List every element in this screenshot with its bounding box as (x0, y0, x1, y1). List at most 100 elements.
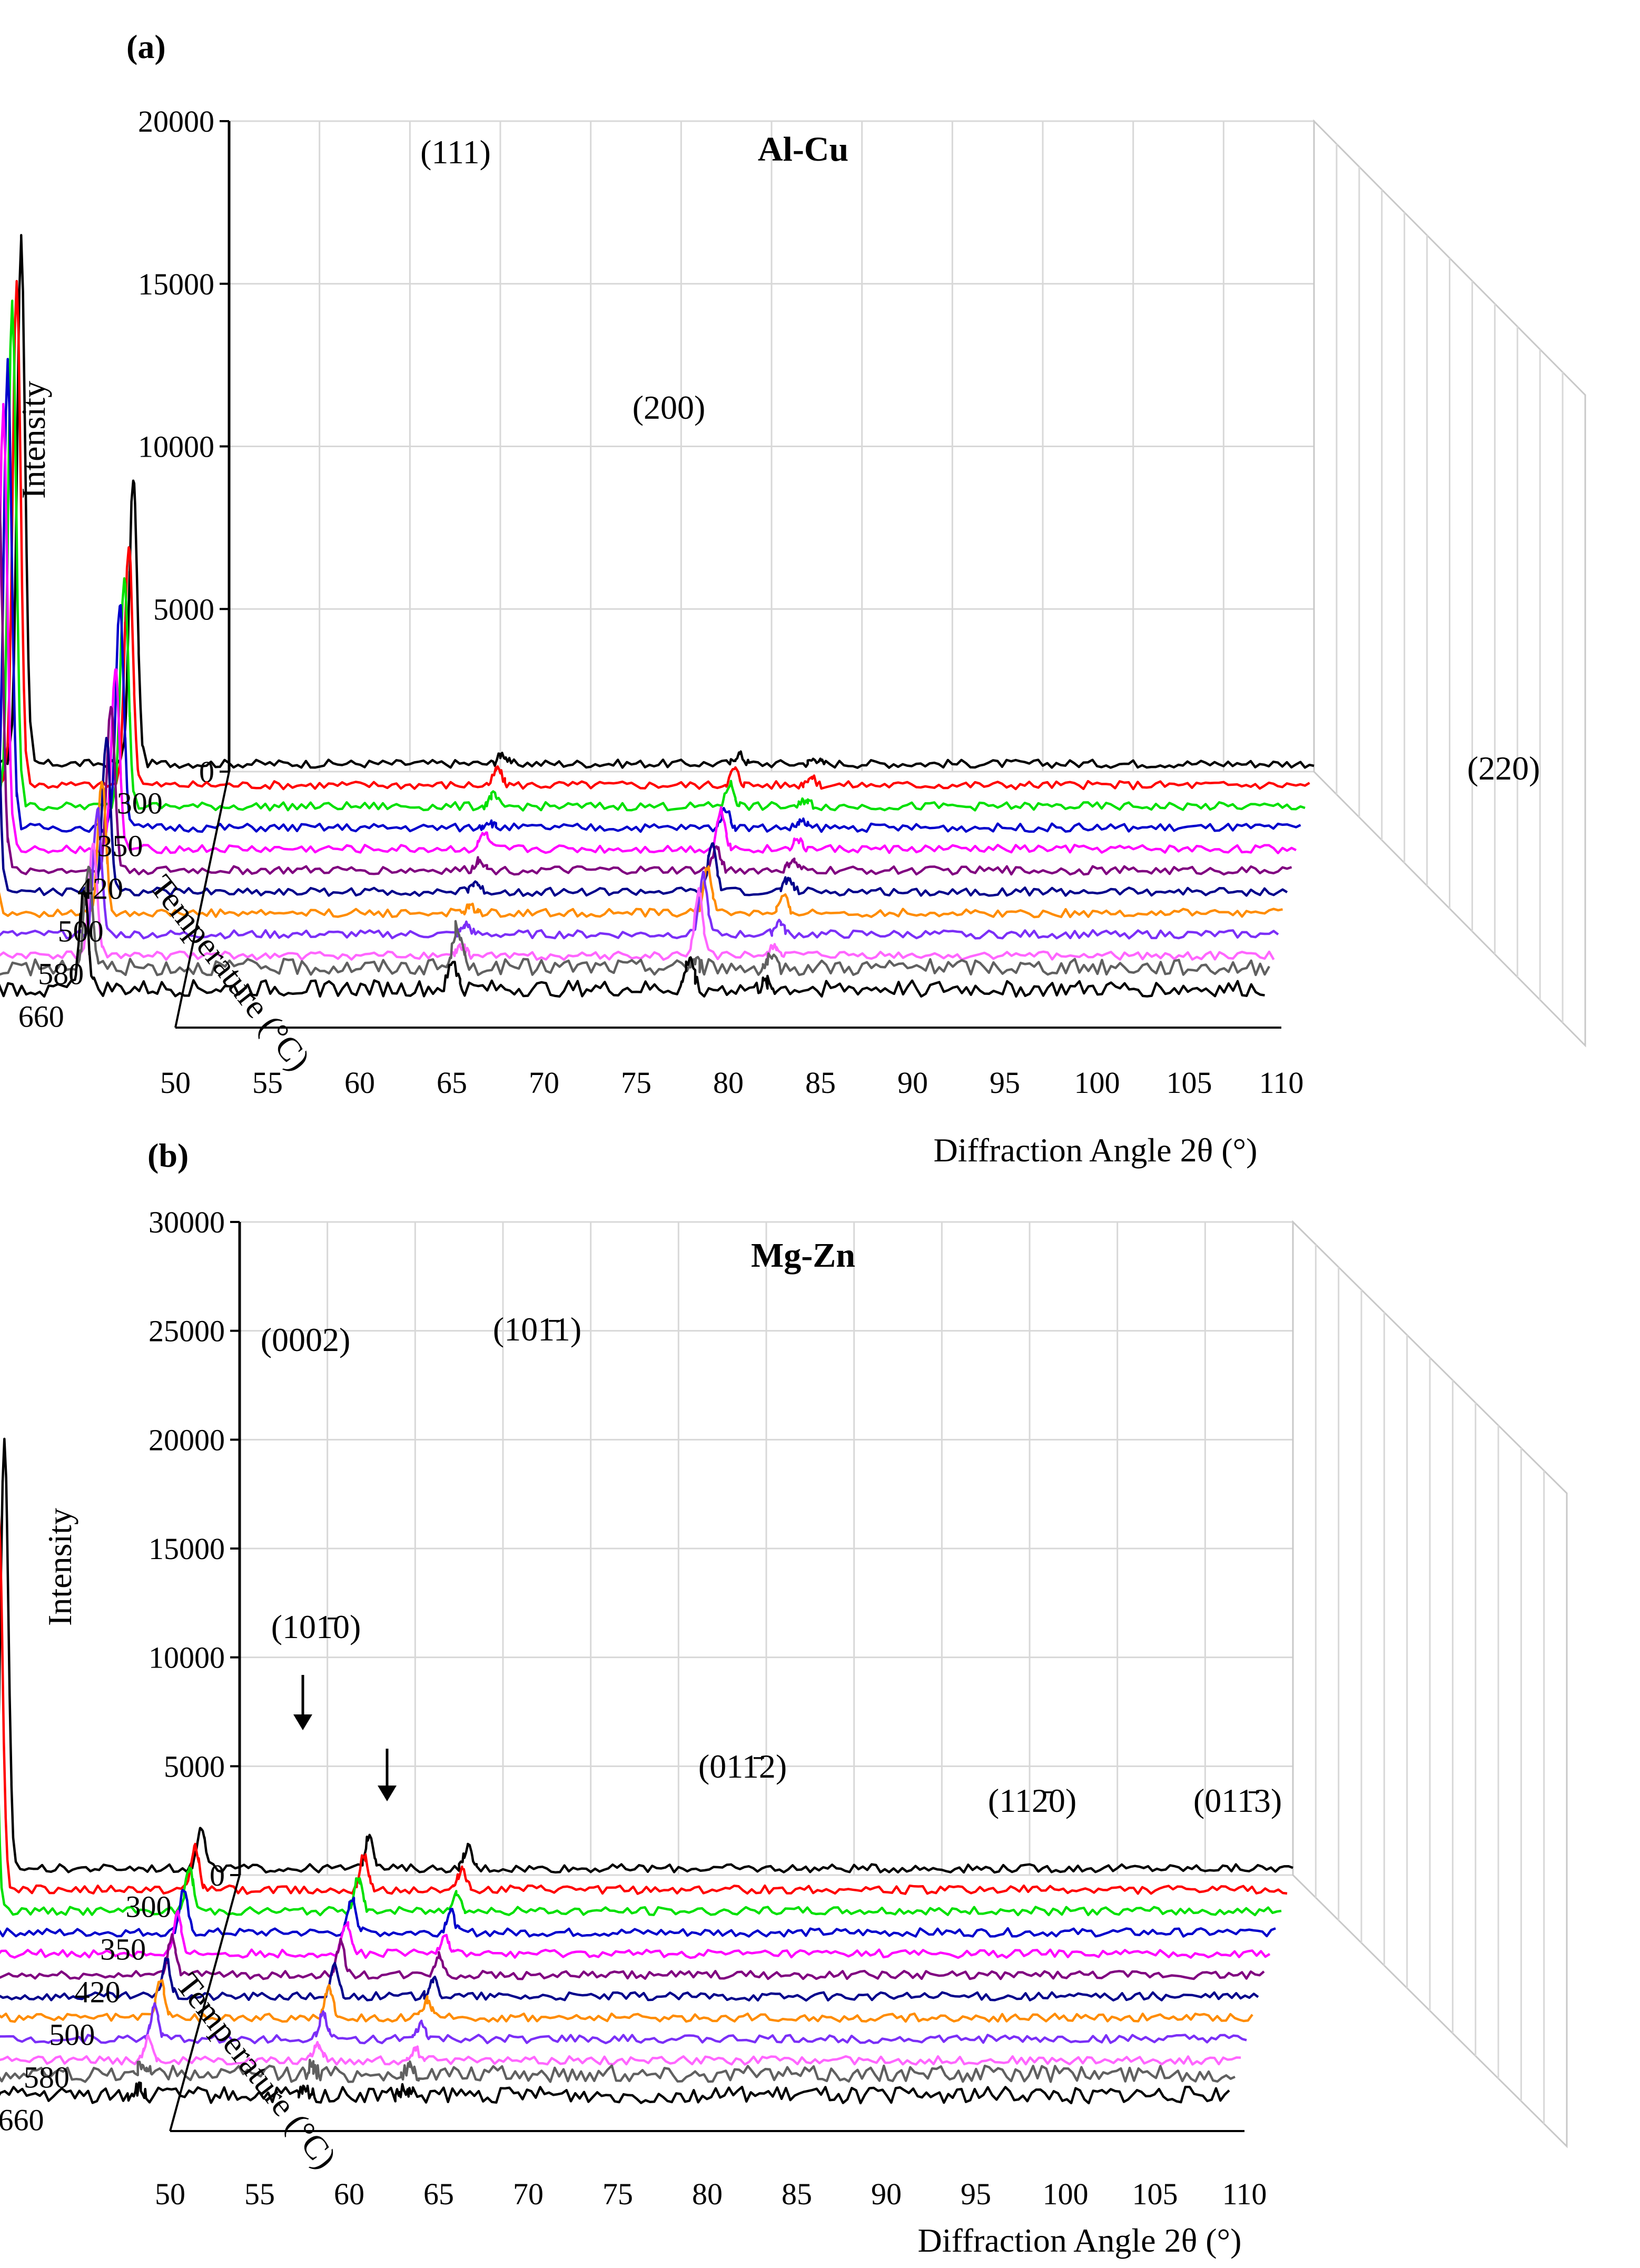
y-axis-label: Intensity (41, 1508, 78, 1626)
peak-label-3: (011̄2) (698, 1748, 787, 1785)
arrow-1010-head (293, 1714, 312, 1730)
z-tick-label: 300 (117, 786, 163, 820)
series-8-trace (0, 1979, 1253, 2023)
series-6-trace (0, 1933, 1265, 1980)
y-tick-label: 15000 (138, 267, 214, 301)
series-2-trace (0, 280, 1310, 791)
z-axis-label: Temperature (°C) (143, 868, 318, 1078)
series-7-trace (0, 718, 1288, 897)
y-tick-label: 0 (199, 755, 214, 789)
series-1-trace (0, 1437, 1293, 1874)
x-tick-label: 105 (1132, 2177, 1178, 2211)
panel-b-label: (b) (147, 1137, 189, 1174)
z-tick-label: 350 (97, 829, 143, 863)
peak-label-2: (101̄1) (493, 1310, 581, 1348)
z-tick-label: 580 (24, 2060, 70, 2094)
series-10-trace (0, 2034, 1241, 2066)
x-tick-label: 85 (782, 2177, 812, 2211)
series-4-trace (0, 358, 1301, 833)
series-9-trace (0, 807, 1279, 940)
x-tick-label: 55 (244, 2177, 275, 2211)
x-tick-label: 70 (529, 1066, 559, 1100)
x-axis-label: Diffraction Angle 2θ (°) (934, 1131, 1258, 1169)
y-tick-label: 20000 (149, 1423, 225, 1457)
series-6-trace (0, 492, 1292, 876)
arrow-0002-head (378, 1786, 397, 1801)
y-tick-label: 15000 (149, 1532, 225, 1566)
series-11-trace (0, 865, 1270, 977)
x-tick-label: 95 (961, 2177, 991, 2211)
x-tick-label: 90 (871, 2177, 902, 2211)
series-2-trace (0, 1515, 1288, 1895)
y-tick-label: 25000 (149, 1314, 225, 1348)
z-tick-label: 500 (49, 2017, 95, 2052)
z-axis (174, 771, 230, 1028)
panel-a-label: (a) (126, 28, 166, 65)
x-tick-label: 75 (602, 2177, 633, 2211)
x-tick-label: 60 (334, 2177, 364, 2211)
y-tick-label: 30000 (149, 1205, 225, 1239)
y-tick-label: 5000 (164, 1749, 225, 1783)
x-tick-label: 80 (713, 1066, 744, 1100)
chart-al-cu: 0 5000 10000 15000 20000 50 55 60 65 70 75 80 85 90 95… (0, 104, 1586, 1169)
peak-label-2: (220) (1467, 750, 1540, 787)
series-7-trace (0, 1957, 1259, 2002)
series-3-trace (0, 1803, 1282, 1917)
y-axis-label: Intensity (15, 381, 52, 499)
x-tick-label: 100 (1043, 2177, 1089, 2211)
side-wall (1313, 119, 1586, 1048)
z-axis (169, 1875, 241, 2132)
z-tick-label: 660 (18, 999, 64, 1033)
series-12-trace (0, 890, 1265, 998)
x-tick-label: 70 (513, 2177, 544, 2211)
peak-label-0: (111) (420, 133, 491, 171)
y-tick-label: 5000 (153, 592, 214, 626)
y-tick-label: 10000 (138, 430, 214, 464)
z-tick-label: 580 (38, 956, 84, 991)
z-tick-label: 500 (58, 914, 104, 948)
side-wall (1292, 1220, 1568, 2148)
x-tick-label: 75 (621, 1066, 651, 1100)
x-tick-label: 50 (160, 1066, 191, 1100)
z-tick-label: 300 (125, 1889, 171, 1924)
peak-label-1: (0002) (261, 1321, 351, 1358)
series-3-trace (0, 299, 1306, 812)
series-1-trace (0, 234, 1315, 769)
x-tick-label: 50 (155, 2177, 185, 2211)
series-8-trace (0, 781, 1283, 919)
x-tick-label: 65 (437, 1066, 467, 1100)
x-tick-label: 85 (805, 1066, 836, 1100)
z-tick-label: 350 (100, 1932, 146, 1966)
series-5-trace (0, 1909, 1271, 1959)
x-tick-label: 80 (692, 2177, 723, 2211)
z-tick-label: 420 (75, 1975, 121, 2009)
z-tick-label: 660 (0, 2103, 44, 2137)
x-tick-label: 55 (252, 1066, 283, 1100)
series-10-trace (0, 842, 1275, 961)
y-tick-label: 20000 (138, 104, 214, 139)
peak-label-1: (200) (633, 389, 706, 426)
x-tick-label: 60 (344, 1066, 375, 1100)
x-tick-label: 90 (897, 1066, 928, 1100)
chart-title: Mg-Zn (751, 1236, 855, 1275)
peak-label-4: (112̄0) (988, 1782, 1076, 1819)
x-tick-label: 110 (1222, 2177, 1267, 2211)
x-tick-label: 95 (990, 1066, 1020, 1100)
x-tick-label: 65 (423, 2177, 454, 2211)
peak-label-5: (011̄3) (1193, 1782, 1282, 1819)
x-axis-label: Diffraction Angle 2θ (°) (918, 2222, 1242, 2259)
series-4-trace (0, 1889, 1276, 1938)
z-tick-label: 420 (77, 871, 123, 905)
peak-label-0: (101̄0) (271, 1608, 361, 1645)
x-tick-label: 100 (1074, 1066, 1120, 1100)
back-wall (228, 120, 1315, 773)
chart-title: Al-Cu (758, 130, 848, 169)
series-9-trace (0, 2002, 1247, 2045)
x-tick-label: 105 (1167, 1066, 1212, 1100)
series-12-trace (0, 2081, 1230, 2105)
series-5-trace (0, 403, 1297, 854)
x-tick-label: 110 (1259, 1066, 1304, 1100)
y-tick-label: 10000 (149, 1641, 225, 1675)
